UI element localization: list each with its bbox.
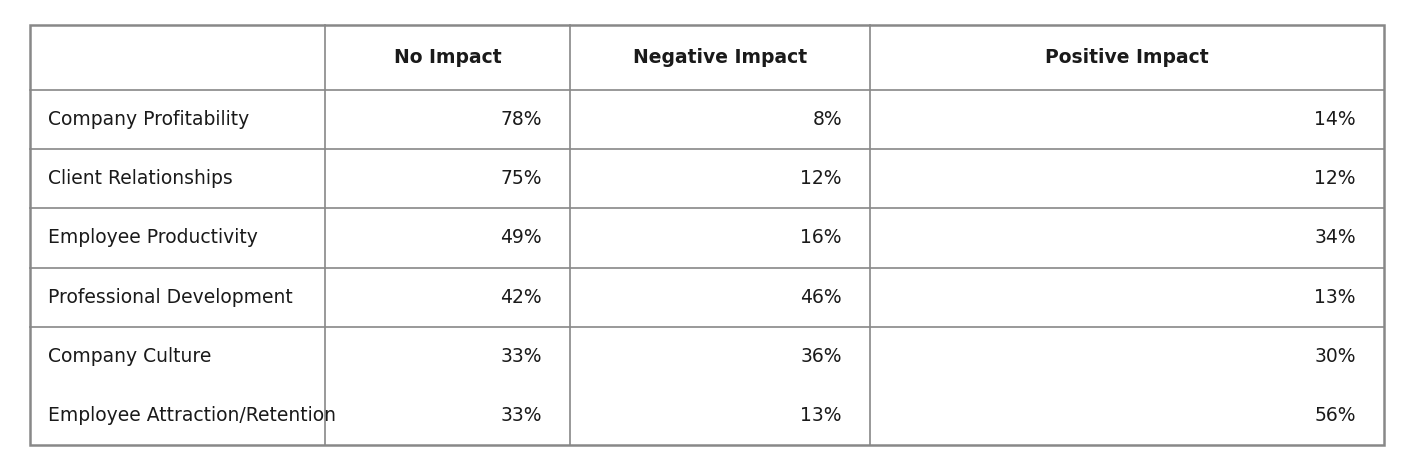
Text: Professional Development: Professional Development	[48, 288, 293, 306]
Text: 46%: 46%	[800, 288, 841, 306]
Text: 16%: 16%	[800, 228, 841, 247]
Text: 56%: 56%	[1315, 406, 1356, 425]
Text: 33%: 33%	[501, 347, 542, 366]
Text: 14%: 14%	[1315, 110, 1356, 129]
Text: Employee Productivity: Employee Productivity	[48, 228, 257, 247]
Text: 75%: 75%	[501, 169, 542, 188]
Text: 30%: 30%	[1315, 347, 1356, 366]
Text: Company Profitability: Company Profitability	[48, 110, 249, 129]
Text: 78%: 78%	[501, 110, 542, 129]
Text: 8%: 8%	[813, 110, 841, 129]
Text: 33%: 33%	[501, 406, 542, 425]
Text: 12%: 12%	[1315, 169, 1356, 188]
Text: Client Relationships: Client Relationships	[48, 169, 233, 188]
Text: 13%: 13%	[800, 406, 841, 425]
Text: Positive Impact: Positive Impact	[1045, 48, 1209, 67]
Text: 34%: 34%	[1315, 228, 1356, 247]
Text: 12%: 12%	[800, 169, 841, 188]
Text: 13%: 13%	[1315, 288, 1356, 306]
Text: Negative Impact: Negative Impact	[633, 48, 807, 67]
Text: Company Culture: Company Culture	[48, 347, 211, 366]
Text: Employee Attraction/Retention: Employee Attraction/Retention	[48, 406, 337, 425]
Text: 36%: 36%	[800, 347, 841, 366]
Bar	[30, 25, 1384, 445]
Text: No Impact: No Impact	[393, 48, 502, 67]
Text: 49%: 49%	[501, 228, 542, 247]
Text: 42%: 42%	[501, 288, 542, 306]
